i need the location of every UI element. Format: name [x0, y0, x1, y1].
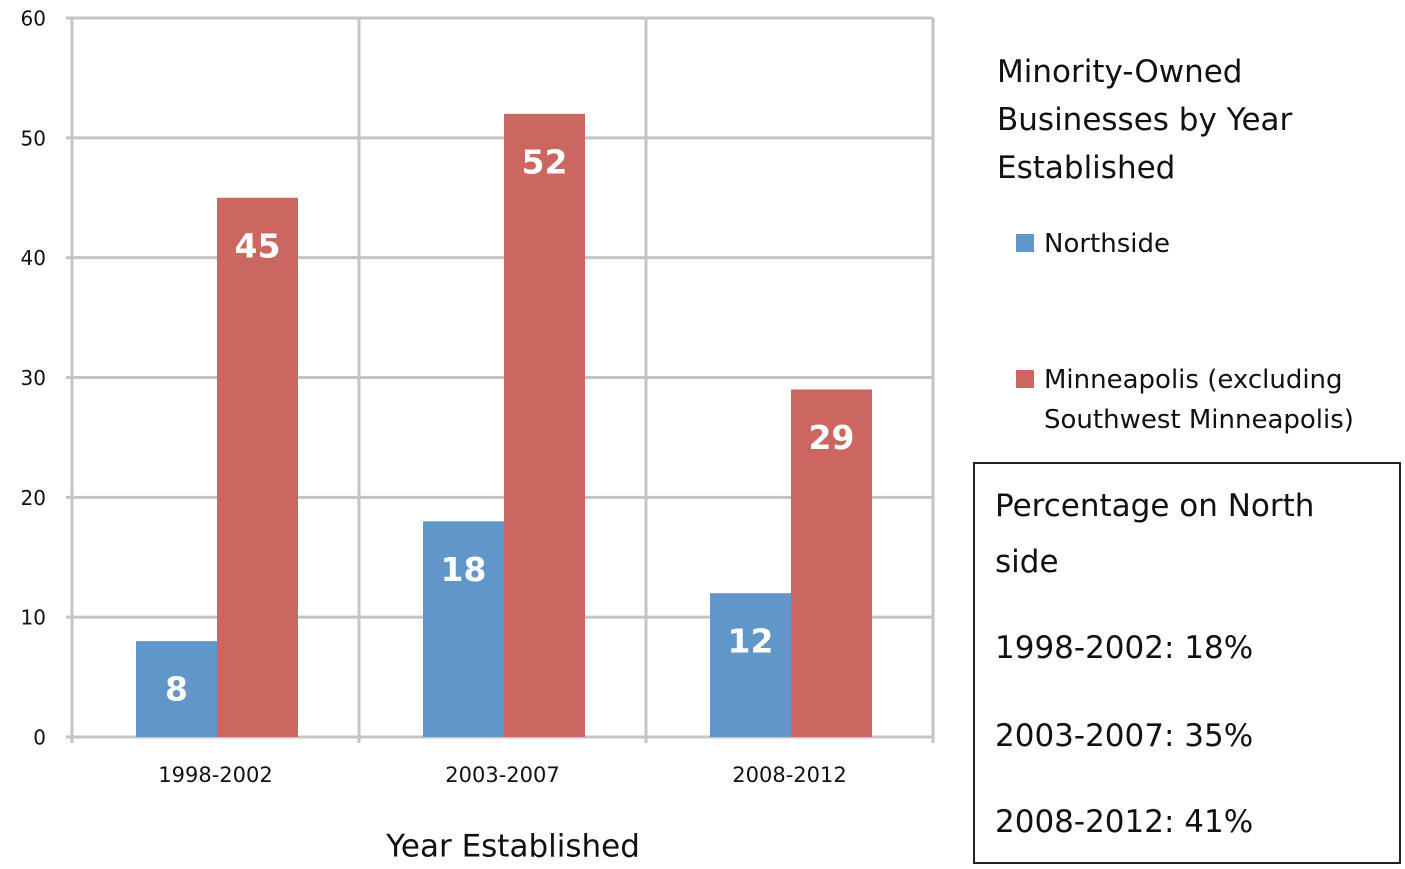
- bar: [423, 521, 504, 737]
- y-tick-label: 30: [21, 366, 46, 390]
- x-tick-label: 2003-2007: [445, 763, 559, 787]
- y-tick-label: 60: [21, 7, 46, 31]
- annotation-line: 2008-2012: 41%: [995, 804, 1254, 840]
- legend-label: Minneapolis (excluding Southwest Minneap…: [1044, 365, 1354, 435]
- legend-item: Minneapolis (excluding Southwest Minneap…: [1016, 360, 1396, 440]
- bar: [504, 113, 585, 737]
- legend-label: Northside: [1044, 229, 1170, 259]
- y-tick-label: 40: [21, 246, 46, 270]
- chart-title: Minority-Owned Businesses by Year Establ…: [997, 54, 1293, 186]
- legend-swatch: [1016, 370, 1034, 388]
- bar: [136, 641, 217, 737]
- x-tick-label: 1998-2002: [158, 763, 272, 787]
- bar: [791, 389, 872, 737]
- data-label: 29: [809, 418, 855, 457]
- data-label: 18: [441, 550, 487, 589]
- y-tick-label: 0: [33, 726, 46, 750]
- y-tick-label: 20: [21, 486, 46, 510]
- y-tick-label: 10: [21, 606, 46, 630]
- annotation-heading: Percentage on North side: [995, 488, 1315, 580]
- annotation-line: 2003-2007: 35%: [995, 718, 1254, 754]
- bar: [710, 593, 791, 737]
- annotation-line: 1998-2002: 18%: [995, 630, 1254, 666]
- data-label: 12: [728, 622, 774, 661]
- y-tick-label: 50: [21, 126, 46, 150]
- data-label: 52: [522, 142, 568, 181]
- x-axis-label: Year Established: [385, 829, 640, 865]
- data-label: 8: [165, 670, 188, 709]
- bar: [217, 197, 298, 737]
- x-tick-label: 2008-2012: [732, 763, 846, 787]
- chart: Year Established 0 10 20 30 40 50 60 1998-2002 8…: [21, 7, 935, 865]
- annotation-box: Percentage on North side 1998-2002: 18% …: [973, 462, 1401, 864]
- legend-swatch: [1016, 234, 1034, 252]
- legend-item: Northside: [1016, 224, 1316, 264]
- data-label: 45: [235, 226, 281, 265]
